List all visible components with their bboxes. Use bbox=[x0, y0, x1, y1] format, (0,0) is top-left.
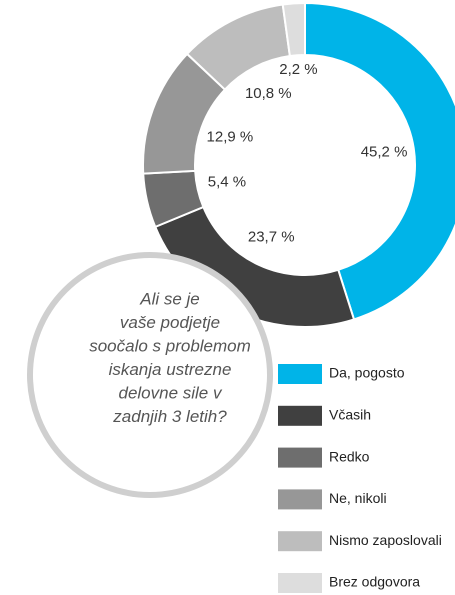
legend-swatch bbox=[278, 573, 322, 593]
question-line: delovne sile v bbox=[118, 383, 223, 402]
question-line: vaše podjetje bbox=[120, 313, 220, 332]
value-label: 45,2 % bbox=[361, 144, 408, 161]
value-label: 5,4 % bbox=[208, 174, 246, 191]
question-line: iskanja ustrezne bbox=[109, 360, 232, 379]
question-circle bbox=[27, 252, 273, 498]
value-label: 12,9 % bbox=[207, 128, 254, 145]
legend-label: Včasih bbox=[329, 407, 371, 423]
question-line: Ali se je bbox=[139, 289, 200, 308]
donut-segment bbox=[281, 1, 306, 58]
donut-segment bbox=[304, 1, 455, 321]
legend-label: Redko bbox=[329, 448, 370, 464]
legend-swatch bbox=[278, 447, 322, 468]
legend-swatch bbox=[278, 531, 322, 552]
question-line: zadnjih 3 letih? bbox=[112, 407, 227, 426]
legend-label: Nismo zaposlovali bbox=[329, 532, 442, 548]
value-label: 2,2 % bbox=[279, 61, 317, 78]
legend-swatch bbox=[278, 489, 322, 510]
legend-swatch bbox=[278, 405, 322, 426]
legend-label: Brez odgovora bbox=[329, 574, 420, 590]
value-label: 10,8 % bbox=[245, 85, 292, 102]
question-line: soočalo s problemom bbox=[89, 336, 251, 355]
value-label: 23,7 % bbox=[248, 228, 295, 245]
legend-label: Da, pogosto bbox=[329, 365, 405, 381]
legend-swatch bbox=[278, 364, 322, 384]
legend-label: Ne, nikoli bbox=[329, 490, 387, 506]
